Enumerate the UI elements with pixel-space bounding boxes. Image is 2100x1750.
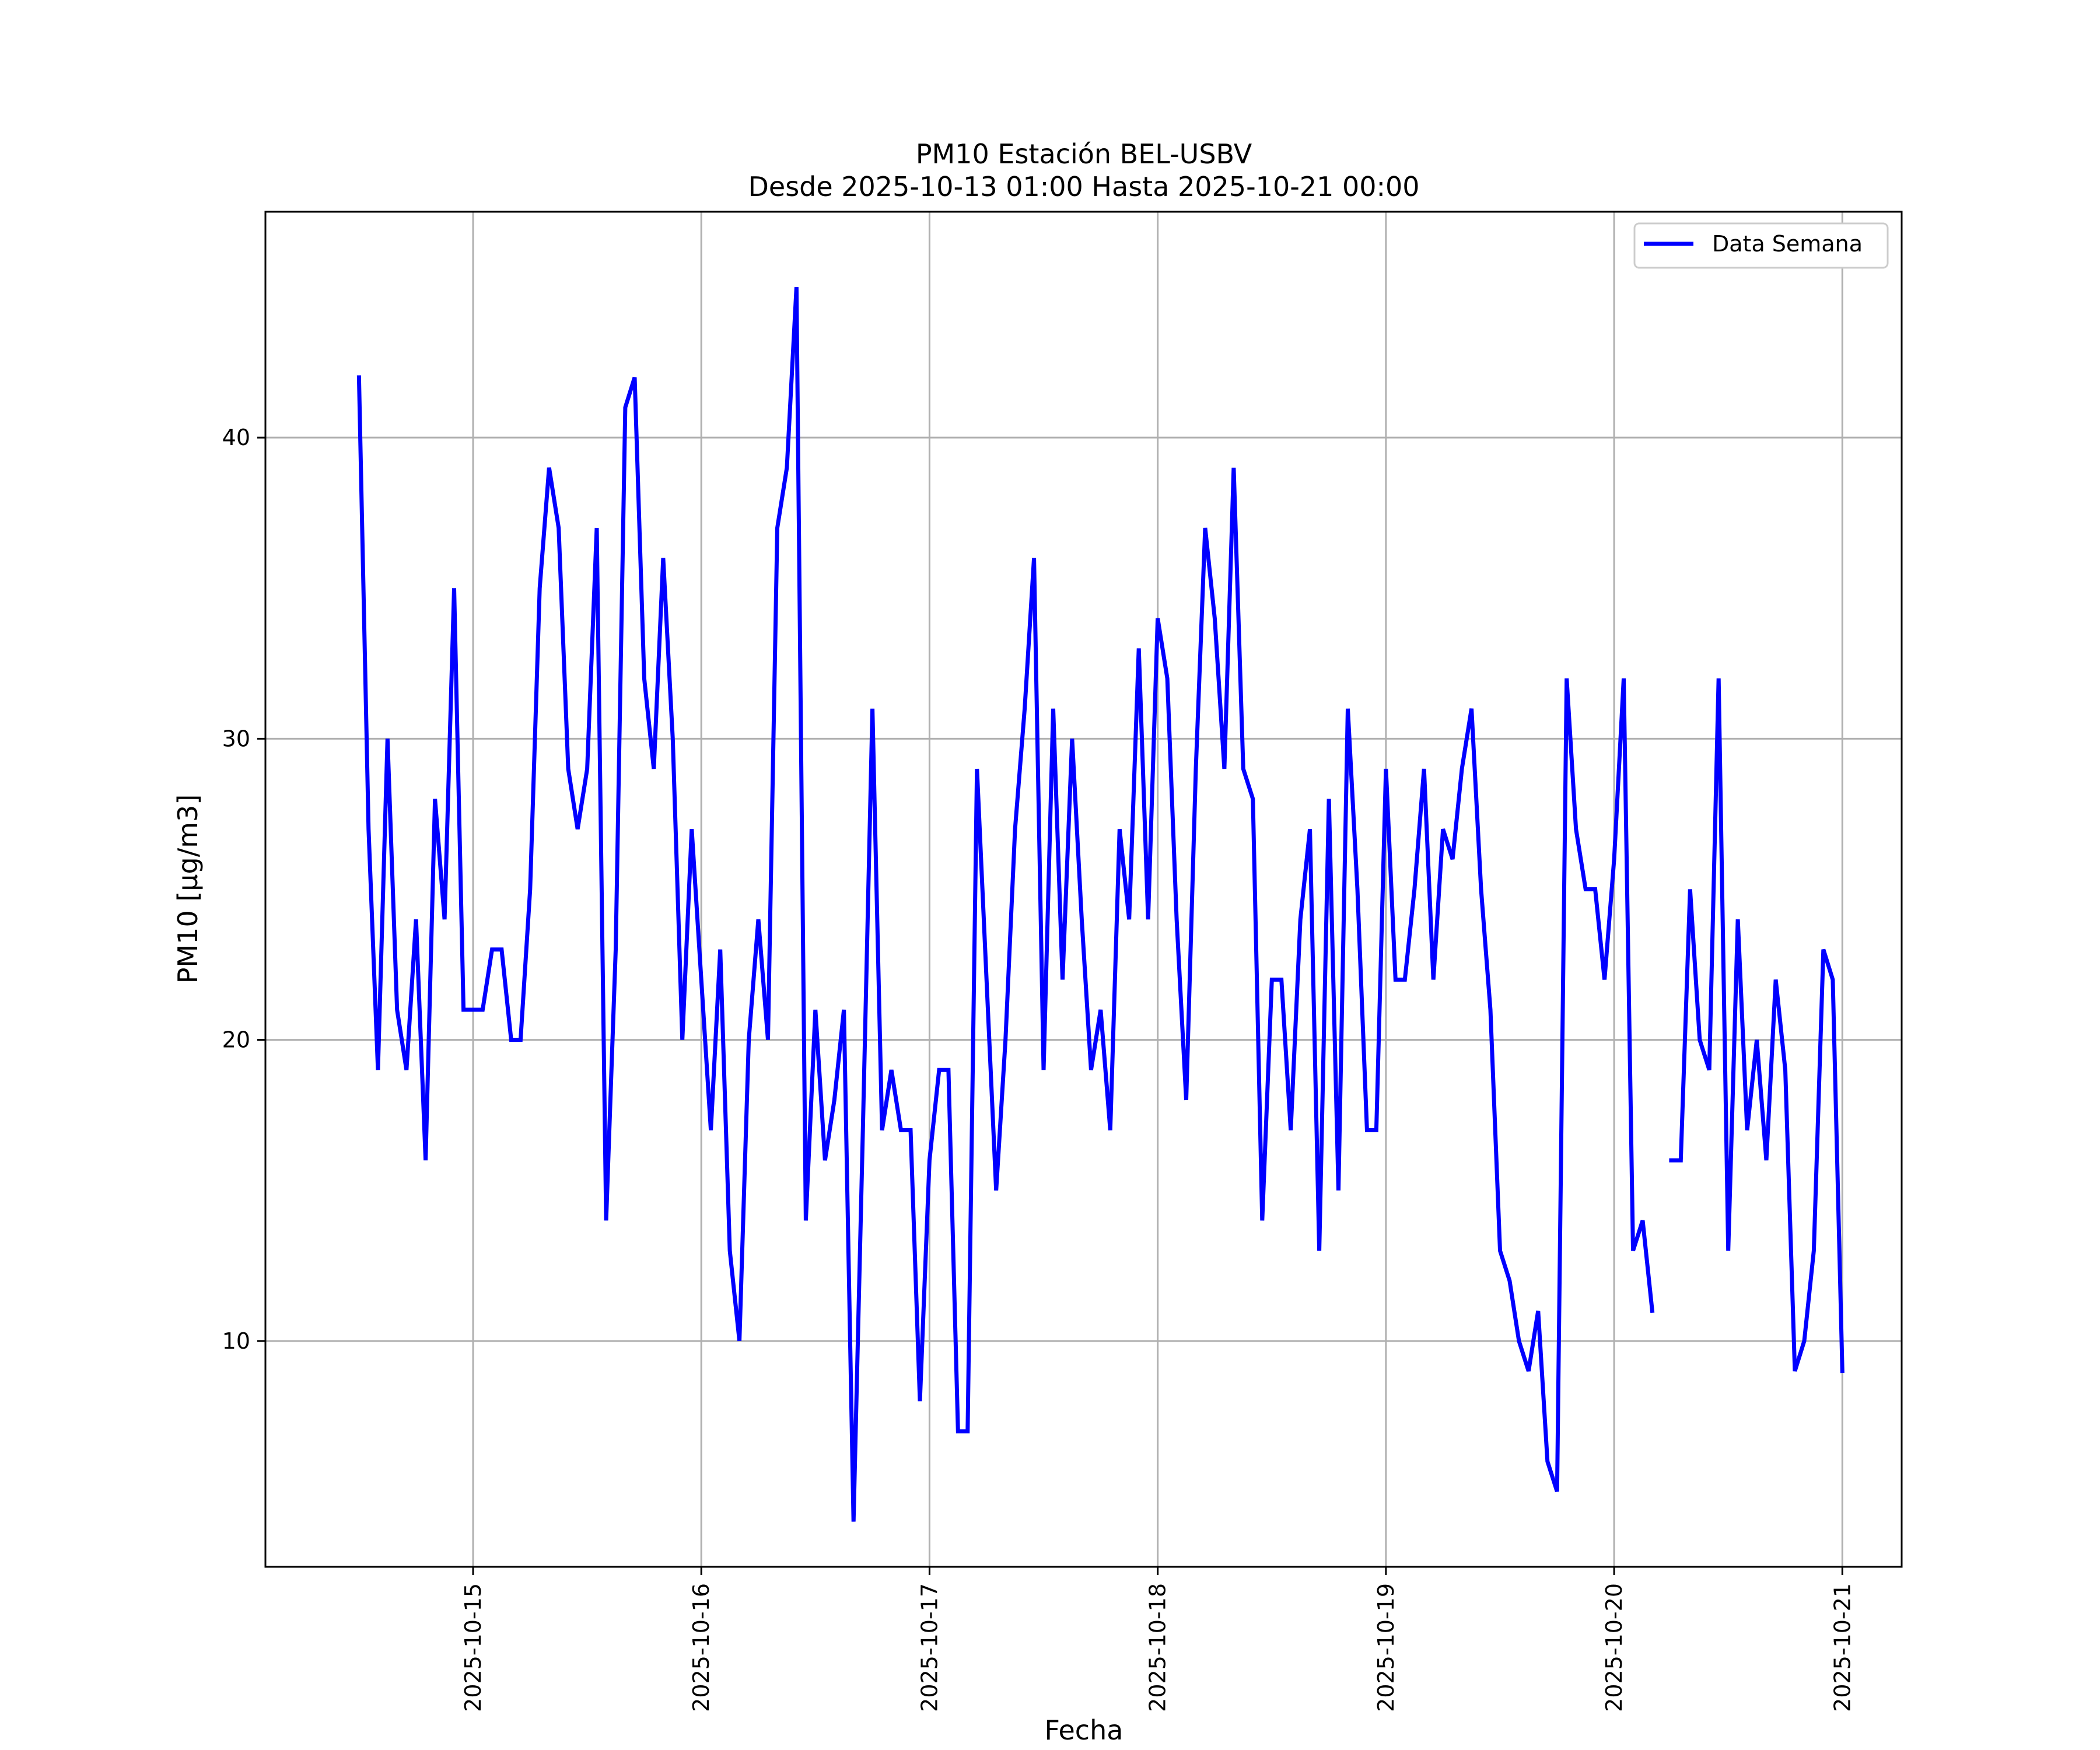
y-tick-label: 30	[222, 726, 250, 751]
x-tick-label: 2025-10-16	[688, 1583, 714, 1712]
legend: Data Semana	[1633, 222, 1889, 269]
y-tick-label: 10	[222, 1328, 250, 1354]
chart-subtitle: Desde 2025-10-13 01:00 Hasta 2025-10-21 …	[748, 171, 1419, 202]
plot-frame	[264, 211, 1903, 1568]
x-tick-label: 2025-10-15	[460, 1583, 486, 1712]
legend-box	[1633, 222, 1889, 269]
grid-lines	[265, 212, 1902, 1567]
series-line-data-semana	[356, 286, 1845, 1522]
x-tick-label: 2025-10-20	[1601, 1583, 1627, 1712]
y-axis: 10 20 30 40	[222, 425, 265, 1354]
chart-title: PM10 Estación BEL-USBV	[916, 138, 1252, 170]
y-axis-label: PM10 [μg/m3]	[172, 794, 204, 984]
x-tick-label: 2025-10-17	[916, 1583, 942, 1712]
x-axis-label: Fecha	[1045, 1714, 1124, 1746]
x-tick-label: 2025-10-21	[1829, 1583, 1855, 1712]
x-axis: 2025-10-15 2025-10-16 2025-10-17 2025-10-18…	[460, 1567, 1855, 1712]
x-tick-label: 2025-10-19	[1373, 1583, 1399, 1712]
y-tick-label: 20	[222, 1027, 250, 1053]
y-tick-label: 40	[222, 425, 250, 450]
plot-area	[356, 286, 1845, 1522]
legend-label: Data Semana	[1712, 231, 1863, 257]
x-tick-label: 2025-10-18	[1145, 1583, 1171, 1712]
